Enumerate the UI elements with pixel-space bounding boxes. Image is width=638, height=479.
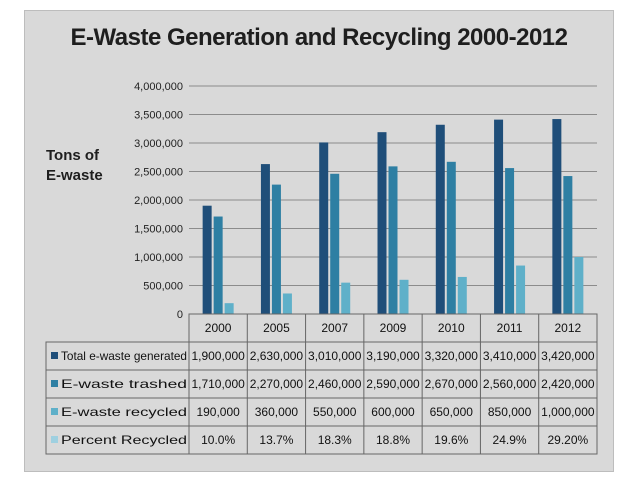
data-label-total-e-waste-generated-2009: 3,190,000 <box>366 349 420 363</box>
x-category-label-2005: 2005 <box>263 321 290 335</box>
legend-label-total-e-waste-generated: Total e-waste generated <box>61 349 187 363</box>
bar-total-e-waste-generated-2009 <box>377 132 387 314</box>
y-tick-label-1: 3,500,000 <box>134 110 183 122</box>
bar-e-waste-trashed-2009 <box>388 166 398 314</box>
x-category-label-2010: 2010 <box>438 321 465 335</box>
legend-label-percent-recycled: Percent Recycled <box>61 433 187 447</box>
bar-e-waste-recycled-2007 <box>341 282 351 314</box>
y-tick-label-8: 0 <box>177 309 183 321</box>
data-label-e-waste-trashed-2007: 2,460,000 <box>308 377 362 391</box>
bar-total-e-waste-generated-2007 <box>319 142 329 314</box>
data-label-total-e-waste-generated-2000: 1,900,000 <box>191 349 245 363</box>
y-tick-label-4: 2,000,000 <box>134 195 183 207</box>
y-tick-label-0: 4,000,000 <box>134 81 183 93</box>
data-label-total-e-waste-generated-2012: 3,420,000 <box>541 349 595 363</box>
data-label-percent-recycled-2009: 18.8% <box>376 433 410 447</box>
data-label-percent-recycled-2011: 24.9% <box>493 433 527 447</box>
y-tick-label-3: 2,500,000 <box>134 167 183 179</box>
chart-title: E-Waste Generation and Recycling 2000-20… <box>70 24 568 51</box>
data-label-percent-recycled-2005: 13.7% <box>259 433 293 447</box>
data-label-e-waste-recycled-2010: 650,000 <box>430 405 474 419</box>
bar-e-waste-trashed-2010 <box>446 161 456 314</box>
y-tick-label-6: 1,000,000 <box>134 252 183 264</box>
bar-e-waste-trashed-2007 <box>330 173 340 314</box>
y-tick-label-5: 1,500,000 <box>134 224 183 236</box>
data-label-e-waste-trashed-2010: 2,670,000 <box>425 377 479 391</box>
data-label-e-waste-recycled-2000: 190,000 <box>196 405 240 419</box>
y-axis-label-line2: E-waste <box>46 167 103 184</box>
data-label-total-e-waste-generated-2010: 3,320,000 <box>425 349 479 363</box>
legend-label-e-waste-recycled: E-waste recycled <box>61 405 187 419</box>
legend-key-e-waste-trashed <box>51 380 58 387</box>
bar-e-waste-trashed-2005 <box>271 184 281 314</box>
legend-label-e-waste-trashed: E-waste trashed <box>61 377 187 391</box>
data-label-e-waste-recycled-2005: 360,000 <box>255 405 299 419</box>
data-label-total-e-waste-generated-2011: 3,410,000 <box>483 349 537 363</box>
legend-key-total-e-waste-generated <box>51 352 58 359</box>
bar-e-waste-recycled-2011 <box>516 265 526 314</box>
bar-e-waste-trashed-2011 <box>505 168 515 314</box>
data-label-e-waste-recycled-2012: 1,000,000 <box>541 405 595 419</box>
data-label-percent-recycled-2012: 29.20% <box>548 433 589 447</box>
bar-total-e-waste-generated-2010 <box>435 124 445 314</box>
x-category-label-2011: 2011 <box>497 321 523 335</box>
data-label-e-waste-trashed-2000: 1,710,000 <box>191 377 245 391</box>
bar-e-waste-recycled-2009 <box>399 279 409 314</box>
bar-e-waste-recycled-2012 <box>574 257 584 314</box>
data-label-e-waste-recycled-2011: 850,000 <box>488 405 532 419</box>
legend-key-e-waste-recycled <box>51 408 58 415</box>
bar-e-waste-trashed-2012 <box>563 176 573 314</box>
y-axis-label-line1: Tons of <box>46 147 100 164</box>
bar-e-waste-trashed-2000 <box>213 216 223 314</box>
x-category-label-2009: 2009 <box>380 321 407 335</box>
y-tick-label-7: 500,000 <box>143 281 183 293</box>
data-label-percent-recycled-2007: 18.3% <box>318 433 352 447</box>
bar-e-waste-recycled-2000 <box>224 303 234 314</box>
data-label-percent-recycled-2000: 10.0% <box>201 433 235 447</box>
data-label-e-waste-trashed-2012: 2,420,000 <box>541 377 595 391</box>
x-category-label-2000: 2000 <box>205 321 232 335</box>
data-label-e-waste-trashed-2005: 2,270,000 <box>250 377 304 391</box>
y-tick-label-2: 3,000,000 <box>134 138 183 150</box>
bar-e-waste-recycled-2005 <box>282 293 292 314</box>
bar-total-e-waste-generated-2012 <box>552 119 562 314</box>
data-label-total-e-waste-generated-2007: 3,010,000 <box>308 349 362 363</box>
bar-total-e-waste-generated-2011 <box>494 119 504 314</box>
data-label-e-waste-trashed-2011: 2,560,000 <box>483 377 537 391</box>
y-axis-label: Tons of E-waste <box>46 146 116 186</box>
bar-total-e-waste-generated-2000 <box>202 205 212 314</box>
data-label-percent-recycled-2010: 19.6% <box>434 433 468 447</box>
legend-key-percent-recycled <box>51 436 58 443</box>
data-label-e-waste-trashed-2009: 2,590,000 <box>366 377 420 391</box>
data-label-e-waste-recycled-2007: 550,000 <box>313 405 357 419</box>
x-category-label-2007: 2007 <box>321 321 348 335</box>
bar-e-waste-recycled-2010 <box>457 276 467 314</box>
data-label-total-e-waste-generated-2005: 2,630,000 <box>250 349 304 363</box>
data-label-e-waste-recycled-2009: 600,000 <box>371 405 415 419</box>
x-category-label-2012: 2012 <box>555 321 582 335</box>
bar-total-e-waste-generated-2005 <box>260 164 270 314</box>
